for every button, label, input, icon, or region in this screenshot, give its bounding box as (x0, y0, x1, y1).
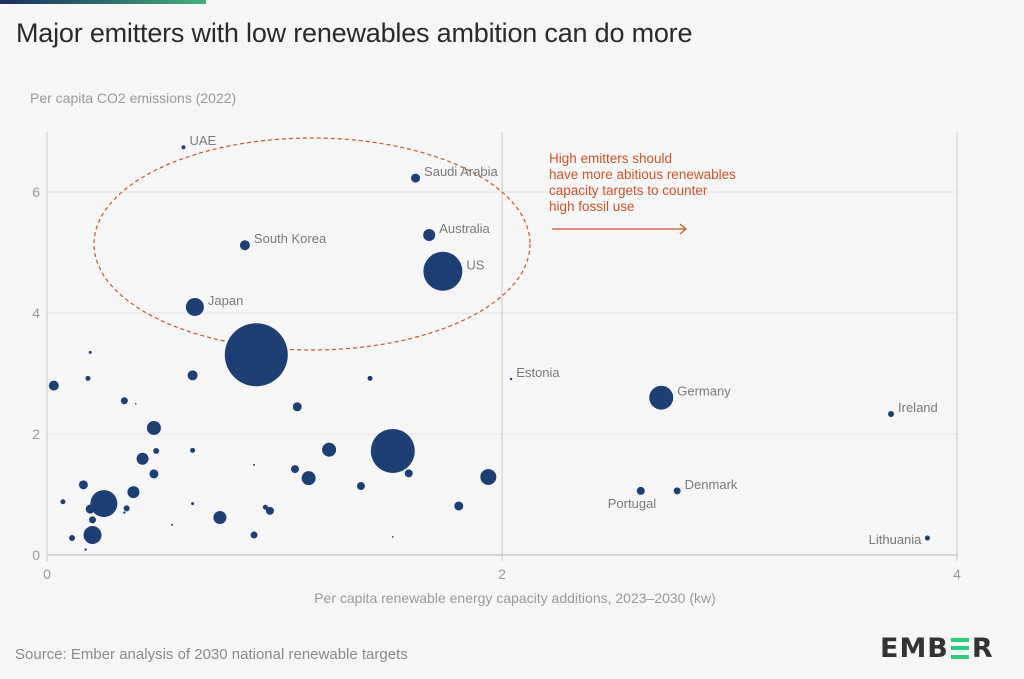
annotation-text-line: High emitters should (549, 151, 672, 166)
x-tick-label: 2 (498, 566, 506, 582)
bubble (367, 375, 373, 381)
point-label: US (466, 257, 484, 272)
bubble-saudi-arabia (411, 173, 421, 183)
bubble-germany (649, 385, 674, 410)
y-axis-label: Per capita CO2 emissions (2022) (30, 90, 237, 106)
bubble (301, 471, 316, 486)
brand-gradient-bar (0, 0, 206, 4)
bubble-australia (423, 228, 436, 241)
point-label: Australia (439, 221, 490, 236)
y-tick-label: 6 (32, 184, 40, 200)
bubble (454, 501, 464, 511)
bubble (356, 482, 365, 491)
bubble (120, 397, 128, 405)
point-label: Japan (208, 293, 243, 308)
bubble (136, 452, 149, 465)
bubble-us (423, 251, 463, 291)
bubble (292, 402, 302, 412)
bubble (290, 465, 299, 474)
bubble (69, 535, 76, 542)
logo-text-left: EMB (880, 632, 949, 664)
bubble-denmark (673, 487, 681, 495)
bubble (123, 505, 130, 512)
point-label: South Korea (254, 231, 327, 246)
bubble (265, 506, 274, 515)
bubble (253, 463, 256, 466)
bubble-ireland (888, 411, 895, 418)
bubble (187, 370, 198, 381)
bubble-uae (181, 145, 186, 150)
highlight-ellipse-layer (93, 137, 531, 351)
y-tick-label: 4 (32, 305, 40, 321)
point-label: Estonia (516, 365, 560, 380)
bubble (127, 486, 140, 499)
bubble (84, 548, 87, 551)
bubble-portugal (636, 486, 645, 495)
bubble (85, 504, 95, 514)
highlight-ellipse (93, 137, 531, 351)
bubble (171, 523, 174, 526)
x-tick-label: 4 (953, 566, 961, 582)
axes: 0 2 4 6 0 2 4 (32, 132, 961, 582)
annotation-text-line: have more abitious renewables (549, 167, 736, 182)
bubble (370, 428, 415, 473)
bubble (48, 380, 59, 391)
source-note: Source: Ember analysis of 2030 national … (15, 646, 408, 663)
bubble (190, 447, 196, 453)
bubble (191, 502, 195, 506)
bubble (146, 420, 161, 435)
bubble (60, 499, 66, 505)
bubble (149, 469, 159, 479)
bubble-estonia (509, 377, 513, 381)
point-label: Lithuania (869, 532, 923, 547)
bubble (262, 504, 268, 510)
x-tick-label: 0 (43, 566, 51, 582)
bubble-japan (185, 297, 204, 316)
chart-title: Major emitters with low renewables ambit… (16, 18, 693, 48)
bubble-south-korea (239, 240, 250, 251)
bubble (404, 469, 413, 478)
y-tick-label: 2 (32, 426, 40, 442)
logo-e-bars-icon (950, 637, 969, 659)
point-label: Denmark (685, 477, 738, 492)
annotation-text-line: capacity targets to counter (549, 183, 708, 198)
bubble (134, 402, 137, 405)
bubble (78, 480, 88, 490)
point-labels: UAE Saudi Arabia South Korea Australia US Jap… (190, 133, 938, 547)
point-label: Portugal (608, 496, 657, 511)
annotation-text-line: high fossil use (549, 199, 635, 214)
point-label: Ireland (898, 400, 938, 415)
bubble (89, 516, 96, 524)
bubble (153, 447, 160, 454)
ember-logo: EMB R (880, 632, 994, 664)
x-axis-label: Per capita renewable energy capacity add… (314, 590, 716, 606)
bubble (322, 442, 337, 457)
bubble (90, 490, 118, 518)
bubbles (48, 145, 930, 551)
bubble (213, 510, 227, 524)
bubble (224, 323, 288, 387)
bubble (392, 536, 394, 538)
bubble (85, 375, 91, 381)
point-label: UAE (190, 133, 217, 148)
logo-text-right: R (971, 632, 994, 664)
bubble (250, 531, 258, 539)
point-label: Saudi Arabia (424, 164, 498, 179)
bubble-lithuania (924, 535, 930, 541)
arrow-right-icon (679, 223, 687, 235)
y-tick-label: 0 (32, 547, 40, 563)
bubble (123, 511, 126, 514)
bubble (480, 468, 497, 485)
point-label: Germany (677, 384, 731, 399)
bubble (83, 526, 102, 545)
bubble (88, 350, 92, 354)
